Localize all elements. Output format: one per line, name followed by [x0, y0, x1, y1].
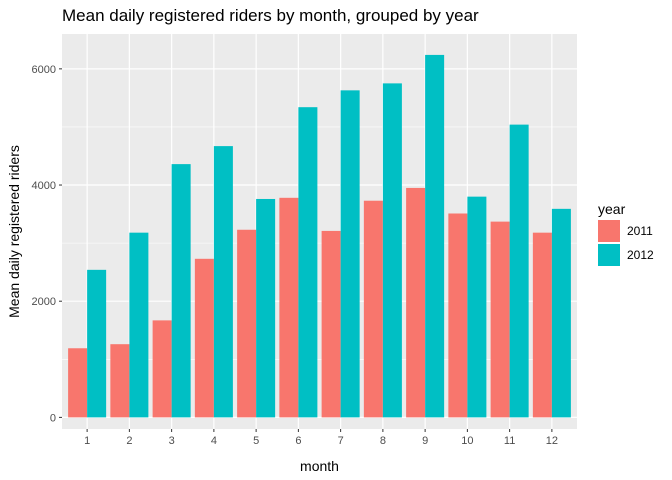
y-tick-label: 4000	[32, 180, 56, 192]
x-tick-label: 8	[380, 435, 386, 447]
bar-2011-month-9	[406, 187, 426, 418]
bar-2012-month-7	[340, 90, 360, 418]
bar-2011-month-5	[237, 229, 257, 418]
legend-label-2011: 2011	[627, 224, 653, 238]
x-tick-label: 6	[295, 435, 301, 447]
x-tick-label: 4	[211, 435, 217, 447]
bar-2012-month-4	[213, 146, 233, 418]
bar-2011-month-4	[194, 258, 214, 418]
bar-2011-month-3	[152, 320, 172, 418]
bar-2011-month-12	[532, 232, 552, 418]
legend-swatch-2012	[598, 244, 620, 266]
x-tick-label: 9	[422, 435, 428, 447]
x-tick-label: 3	[169, 435, 175, 447]
x-tick-label: 7	[338, 435, 344, 447]
legend-label-2012: 2012	[627, 248, 654, 262]
bar-2012-month-9	[425, 54, 445, 418]
x-tick-label: 12	[546, 435, 558, 447]
x-tick-label: 11	[504, 435, 515, 447]
bar-2012-month-6	[298, 107, 318, 418]
bar-2012-month-5	[256, 198, 276, 418]
bar-2012-month-3	[171, 164, 191, 418]
bar-2012-month-1	[87, 269, 107, 418]
bar-2012-month-11	[509, 124, 529, 418]
legend-title: year	[598, 201, 626, 217]
y-axis-title: Mean daily registered riders	[6, 145, 22, 318]
bar-2012-month-10	[467, 196, 487, 418]
bars	[68, 54, 571, 418]
bar-2011-month-2	[110, 344, 130, 418]
bar-2012-month-2	[129, 232, 149, 418]
bar-2012-month-12	[551, 208, 571, 418]
chart-title: Mean daily registered riders by month, g…	[62, 6, 479, 25]
bar-2011-month-10	[448, 213, 468, 418]
y-tick-label: 0	[50, 412, 56, 424]
bar-2011-month-1	[68, 348, 88, 418]
bar-2011-month-8	[363, 200, 383, 418]
y-tick-label: 6000	[32, 64, 56, 76]
x-tick-label: 10	[461, 435, 473, 447]
y-tick-label: 2000	[32, 296, 56, 308]
bar-2011-month-11	[490, 221, 510, 418]
legend: year 2011 2012	[598, 201, 654, 266]
legend-swatch-2011	[598, 220, 620, 242]
x-axis-ticks: 1 2 3 4 5 6 7 8 9 10 11 12	[84, 429, 558, 447]
y-axis-ticks: 0 2000 4000 6000	[32, 64, 62, 424]
x-tick-label: 5	[253, 435, 259, 447]
x-axis-title: month	[300, 458, 339, 474]
bar-2011-month-6	[279, 197, 299, 418]
x-tick-label: 1	[84, 435, 90, 447]
bar-2011-month-7	[321, 230, 341, 418]
bar-2012-month-8	[382, 83, 402, 418]
x-tick-label: 2	[126, 435, 132, 447]
